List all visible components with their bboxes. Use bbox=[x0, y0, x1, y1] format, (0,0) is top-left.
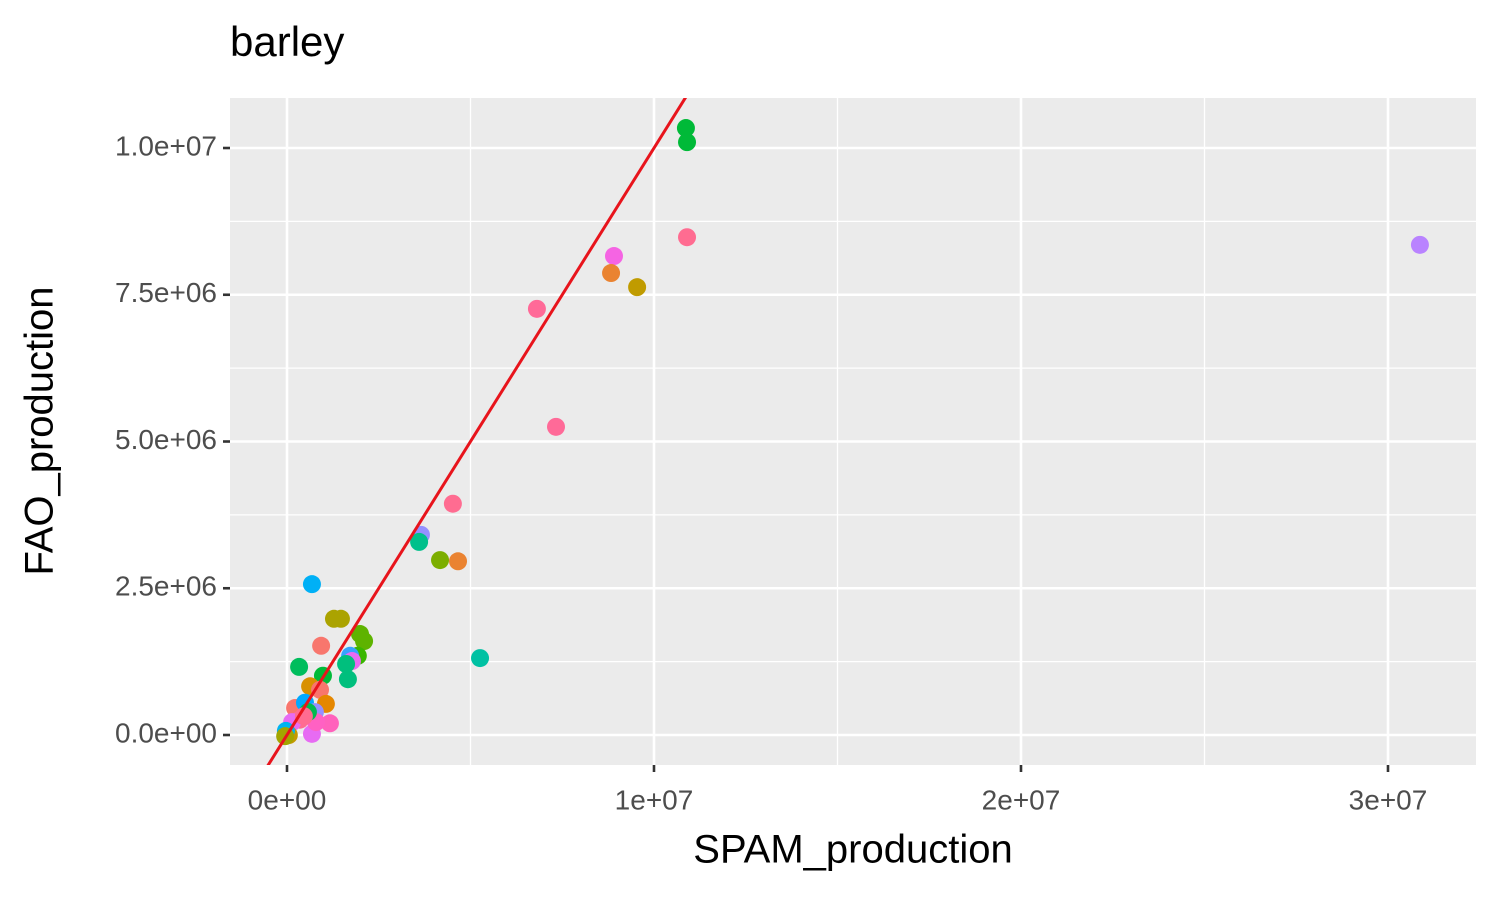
x-tick-label: 2e+07 bbox=[982, 784, 1061, 815]
y-tick-label: 2.5e+06 bbox=[115, 571, 217, 602]
point bbox=[431, 551, 450, 570]
point bbox=[337, 654, 356, 673]
point bbox=[294, 707, 313, 726]
point bbox=[527, 299, 546, 318]
y-tick-label: 7.5e+06 bbox=[115, 277, 217, 308]
point bbox=[602, 264, 621, 283]
point bbox=[338, 670, 357, 689]
chart-title: barley bbox=[230, 18, 344, 65]
point bbox=[449, 552, 468, 571]
y-tick-label: 5.0e+06 bbox=[115, 424, 217, 455]
point bbox=[676, 119, 695, 138]
point bbox=[312, 636, 331, 655]
y-axis-title: FAO_production bbox=[18, 286, 62, 575]
y-tick-label: 1.0e+07 bbox=[115, 130, 217, 161]
x-tick-label: 1e+07 bbox=[615, 784, 694, 815]
x-tick-label: 0e+00 bbox=[248, 784, 327, 815]
point bbox=[302, 575, 321, 594]
panel-background bbox=[230, 98, 1476, 765]
point bbox=[604, 247, 623, 266]
point bbox=[1410, 235, 1429, 254]
point bbox=[290, 657, 309, 676]
point bbox=[547, 417, 566, 436]
point bbox=[678, 228, 697, 247]
point bbox=[320, 714, 339, 733]
marks bbox=[266, 98, 1429, 765]
point bbox=[355, 632, 374, 651]
point bbox=[311, 680, 330, 699]
x-tick-label: 3e+07 bbox=[1349, 784, 1428, 815]
point bbox=[410, 532, 429, 551]
y-tick-label: 0.0e+00 bbox=[115, 717, 217, 748]
reference-line bbox=[266, 98, 688, 765]
point bbox=[331, 609, 350, 628]
x-axis-title: SPAM_production bbox=[693, 828, 1012, 872]
point bbox=[443, 494, 462, 513]
point bbox=[471, 649, 490, 668]
axes: 0e+00 1e+07 2e+07 3e+07 0.0e+00 2.5e+06 5.0e+0… bbox=[115, 130, 1427, 815]
grid bbox=[230, 98, 1476, 765]
point bbox=[628, 278, 647, 297]
point bbox=[678, 133, 697, 152]
